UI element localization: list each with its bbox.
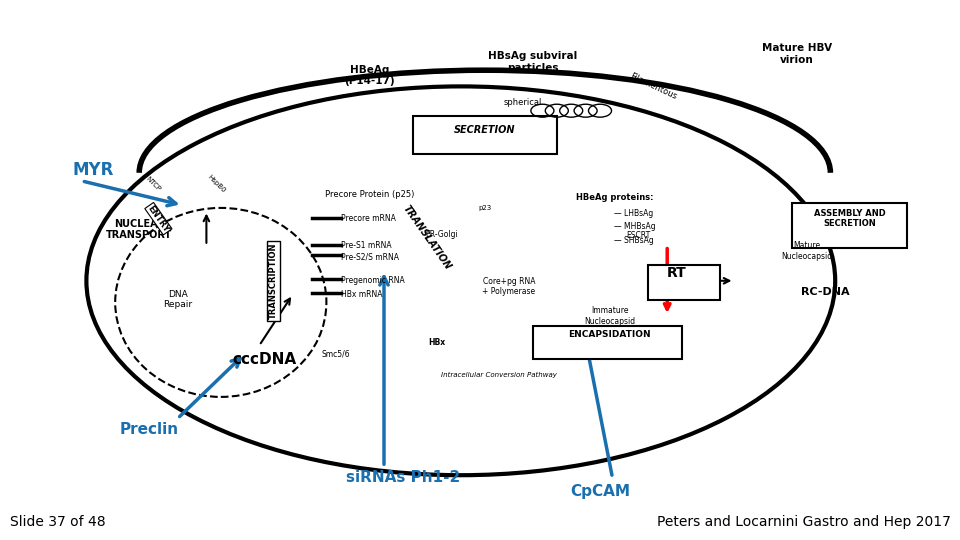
Text: RT: RT (667, 266, 686, 280)
Text: — MHBsAg: — MHBsAg (614, 222, 656, 231)
Text: Immature
Nucleocapsid: Immature Nucleocapsid (584, 306, 636, 326)
Text: ASSEMBLY AND
SECRETION: ASSEMBLY AND SECRETION (814, 209, 885, 228)
Text: Mature HBV
virion: Mature HBV virion (761, 43, 832, 65)
Text: Pre-S2/S mRNA: Pre-S2/S mRNA (341, 252, 398, 261)
Text: siRNAs Ph1-2: siRNAs Ph1-2 (346, 470, 461, 485)
Text: cccDNA: cccDNA (232, 352, 296, 367)
FancyBboxPatch shape (413, 116, 557, 154)
Text: p23: p23 (478, 205, 492, 211)
Text: Pre-S1 mRNA: Pre-S1 mRNA (341, 241, 392, 250)
Text: Filamentous: Filamentous (628, 71, 678, 102)
Text: HBx: HBx (428, 339, 445, 347)
Text: Pregenomic RNA: Pregenomic RNA (341, 276, 404, 285)
Text: TRANSLATION: TRANSLATION (401, 204, 453, 272)
Text: Precore Protein (p25): Precore Protein (p25) (324, 190, 415, 199)
Text: TRANSCRIPTION: TRANSCRIPTION (269, 242, 278, 319)
Text: Core+pg RNA
+ Polymerase: Core+pg RNA + Polymerase (482, 276, 536, 296)
Text: ENTRY: ENTRY (146, 204, 171, 234)
Text: Mature
Nucleocapsid: Mature Nucleocapsid (780, 241, 832, 261)
Text: Peters and Locarnini Gastro and Hep 2017: Peters and Locarnini Gastro and Hep 2017 (657, 515, 950, 529)
Text: SECRETION: SECRETION (454, 125, 516, 134)
Text: NUCLEAR
TRANSPORT: NUCLEAR TRANSPORT (106, 219, 173, 240)
Text: — LHBsAg: — LHBsAg (614, 209, 654, 218)
Text: ENCAPSIDATION: ENCAPSIDATION (568, 330, 651, 339)
Text: HBeAg proteins:: HBeAg proteins: (576, 193, 654, 201)
Text: Smc5/6: Smc5/6 (322, 349, 350, 358)
Text: RC-DNA: RC-DNA (802, 287, 850, 296)
Text: Slide 37 of 48: Slide 37 of 48 (10, 515, 106, 529)
Text: Intracellular Conversion Pathway: Intracellular Conversion Pathway (442, 372, 557, 379)
Text: DNA
Repair: DNA Repair (163, 290, 192, 309)
Text: Precore mRNA: Precore mRNA (341, 214, 396, 223)
Text: ER-Golgi: ER-Golgi (425, 231, 458, 239)
Text: Preclin: Preclin (119, 422, 179, 437)
Text: HspB0: HspB0 (206, 173, 226, 194)
Text: HBsAg subviral
particles: HBsAg subviral particles (489, 51, 577, 73)
FancyBboxPatch shape (648, 265, 720, 300)
Text: HBx mRNA: HBx mRNA (341, 290, 382, 299)
FancyBboxPatch shape (792, 202, 907, 248)
Text: MYR: MYR (72, 161, 113, 179)
Text: CpCAM: CpCAM (570, 484, 630, 499)
Text: — SHBsAg: — SHBsAg (614, 236, 654, 245)
Text: spherical: spherical (504, 98, 542, 107)
Text: NTCP: NTCP (145, 175, 162, 192)
Text: HBeAg
(P14-17): HBeAg (P14-17) (345, 65, 395, 86)
FancyBboxPatch shape (533, 326, 682, 359)
Text: ESCRT: ESCRT (626, 232, 651, 240)
